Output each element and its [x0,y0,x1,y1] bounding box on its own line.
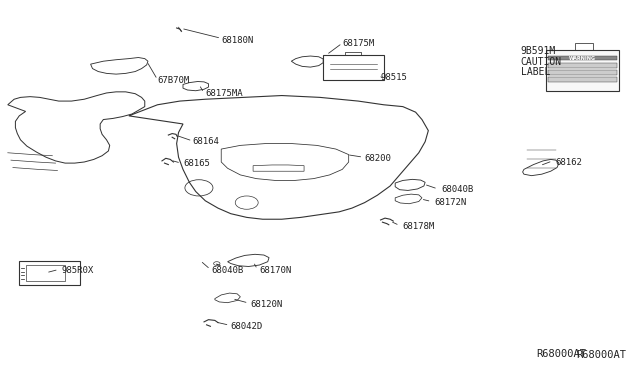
Text: 68164: 68164 [193,137,220,146]
Text: 68175M: 68175M [342,39,374,48]
Bar [546,50,620,91]
Text: 68200: 68200 [365,154,392,163]
Bar [575,44,593,50]
Text: 68180N: 68180N [221,36,253,45]
Text: 985R0X: 985R0X [62,266,94,275]
Bar [548,77,617,82]
Text: 67B70M: 67B70M [157,76,189,85]
Text: R68000AT: R68000AT [576,350,626,359]
Text: 68040B: 68040B [441,185,474,194]
Text: 68120N: 68120N [250,300,282,309]
Bar [548,56,617,61]
Bar [26,264,65,281]
Text: 68175MA: 68175MA [205,89,243,98]
Text: R68000AT: R68000AT [537,349,587,359]
Text: LABEL: LABEL [521,67,550,77]
Text: 68162: 68162 [556,157,582,167]
Text: 68178M: 68178M [403,222,435,231]
Text: 68165: 68165 [183,159,210,169]
Text: 68042D: 68042D [231,322,263,331]
Bar [548,70,617,75]
Text: 68170N: 68170N [259,266,292,275]
Text: 98515: 98515 [381,73,408,81]
Text: WARNING: WARNING [569,56,596,61]
Text: 9B591M: 9B591M [521,46,556,56]
Text: 68172N: 68172N [435,198,467,207]
Bar [548,63,617,68]
Text: CAUTION: CAUTION [521,57,562,67]
Text: 68040B: 68040B [212,266,244,275]
